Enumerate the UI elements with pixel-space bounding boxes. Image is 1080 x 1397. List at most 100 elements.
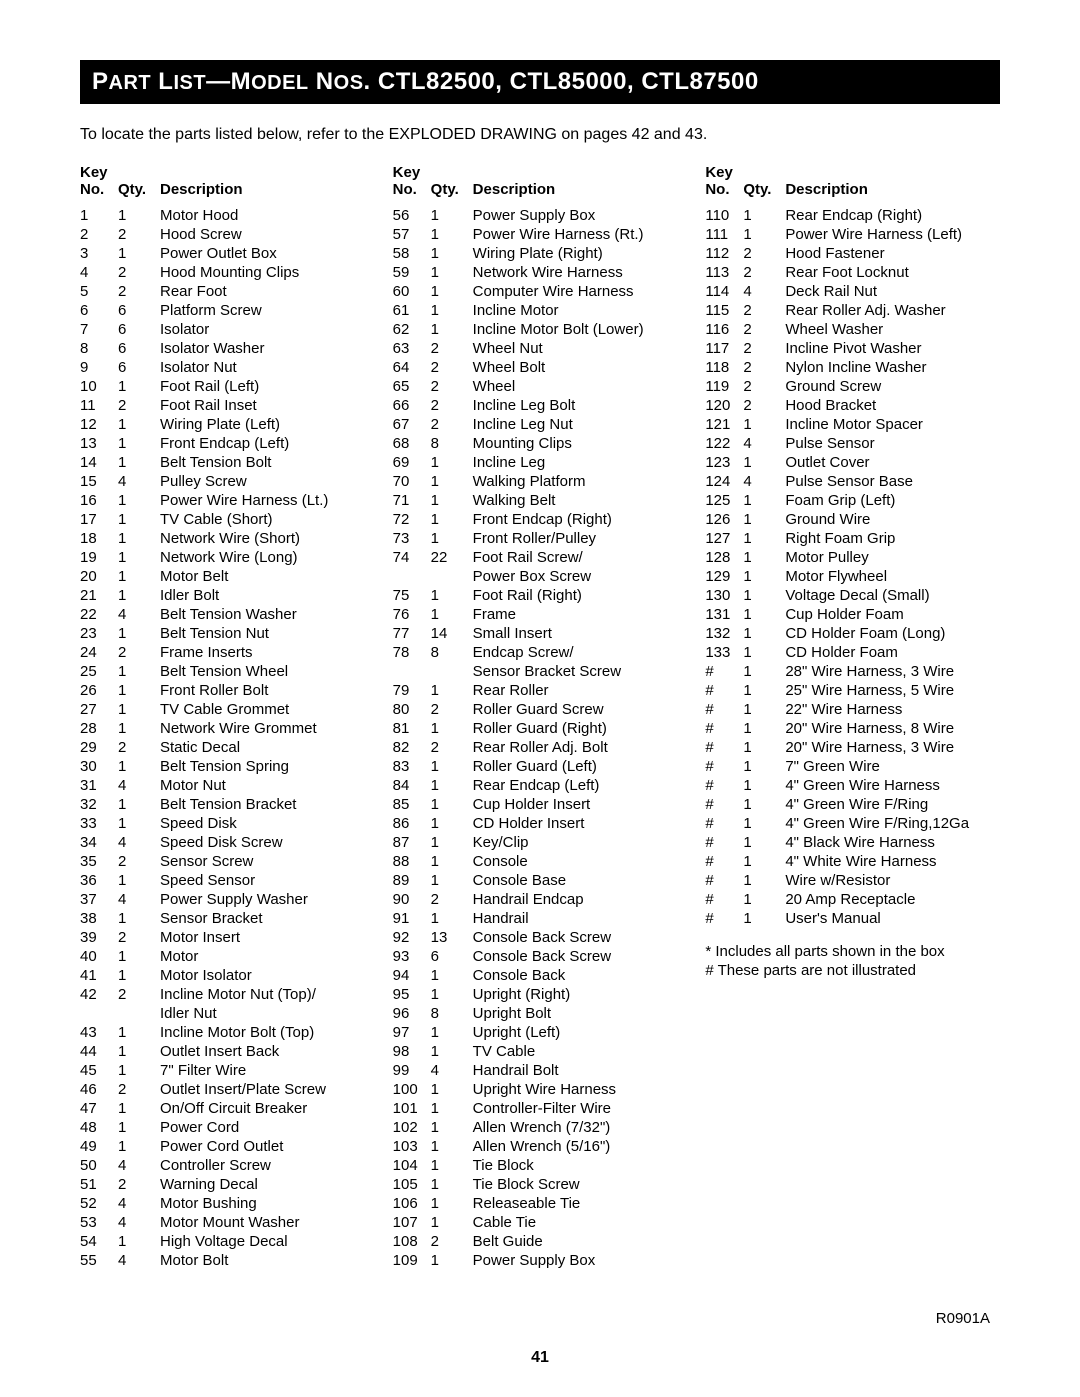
part-no: 54 <box>80 1232 118 1251</box>
part-desc: Outlet Insert Back <box>160 1042 375 1061</box>
part-no: 34 <box>80 833 118 852</box>
part-no: 130 <box>705 586 743 605</box>
part-no: 38 <box>80 909 118 928</box>
table-row: 761Frame <box>393 605 688 624</box>
part-qty: 1 <box>431 1175 473 1194</box>
part-qty: 2 <box>431 415 473 434</box>
part-no: 7 <box>80 320 118 339</box>
part-no: 58 <box>393 244 431 263</box>
table-row: 1172Incline Pivot Washer <box>705 339 1000 358</box>
part-no: 60 <box>393 282 431 301</box>
part-desc: Power Cord <box>160 1118 375 1137</box>
part-desc: Network Wire Grommet <box>160 719 375 738</box>
table-row: 1251Foam Grip (Left) <box>705 491 1000 510</box>
table-row: 941Console Back <box>393 966 688 985</box>
table-row: 301Belt Tension Spring <box>80 757 375 776</box>
header-qty: Qty. <box>743 181 771 198</box>
table-row: 1331CD Holder Foam <box>705 643 1000 662</box>
part-no: 48 <box>80 1118 118 1137</box>
part-qty: 1 <box>743 624 785 643</box>
part-no: 6 <box>80 301 118 320</box>
part-desc: Hood Screw <box>160 225 375 244</box>
table-row: 571Power Wire Harness (Rt.) <box>393 225 688 244</box>
part-no: # <box>705 719 743 738</box>
table-row: 672Incline Leg Nut <box>393 415 688 434</box>
part-qty: 1 <box>118 966 160 985</box>
part-qty: 2 <box>118 1175 160 1194</box>
part-no: # <box>705 738 743 757</box>
part-qty: 1 <box>743 890 785 909</box>
part-desc: Hood Mounting Clips <box>160 263 375 282</box>
page-container: PART LIST—MODEL NOS. CTL82500, CTL85000,… <box>0 0 1080 1397</box>
part-qty: 2 <box>118 643 160 662</box>
part-no: 97 <box>393 1023 431 1042</box>
part-qty: 6 <box>118 358 160 377</box>
table-row: 292Static Decal <box>80 738 375 757</box>
part-qty: 1 <box>743 415 785 434</box>
part-qty: 1 <box>431 909 473 928</box>
part-qty: 6 <box>431 947 473 966</box>
header-no: No. <box>705 181 743 198</box>
table-row: 811Roller Guard (Right) <box>393 719 688 738</box>
part-no: 44 <box>80 1042 118 1061</box>
part-qty: 2 <box>118 1080 160 1099</box>
table-row: 504Controller Screw <box>80 1156 375 1175</box>
part-qty: 1 <box>118 244 160 263</box>
part-no: 118 <box>705 358 743 377</box>
header-qty: Qty. <box>431 181 459 198</box>
part-desc: 7" Filter Wire <box>160 1061 375 1080</box>
table-row: 554Motor Bolt <box>80 1251 375 1270</box>
part-qty: 1 <box>118 491 160 510</box>
part-qty: 1 <box>743 510 785 529</box>
part-qty: 8 <box>431 434 473 453</box>
part-desc: 4" Green Wire F/Ring,12Ga <box>785 814 1000 833</box>
title-bar: PART LIST—MODEL NOS. CTL82500, CTL85000,… <box>80 60 1000 104</box>
part-no: 98 <box>393 1042 431 1061</box>
header-desc: Description <box>473 181 556 198</box>
table-row: 491Power Cord Outlet <box>80 1137 375 1156</box>
part-desc: Mounting Clips <box>473 434 688 453</box>
table-row: 224Belt Tension Washer <box>80 605 375 624</box>
header-qty: Qty. <box>118 181 146 198</box>
part-qty: 1 <box>431 871 473 890</box>
part-desc: Small Insert <box>473 624 688 643</box>
part-desc: Speed Sensor <box>160 871 375 890</box>
part-no: # <box>705 795 743 814</box>
part-qty: 2 <box>431 339 473 358</box>
part-qty: 4 <box>743 434 785 453</box>
part-desc: 4" Green Wire Harness <box>785 776 1000 795</box>
table-row: 1011Controller-Filter Wire <box>393 1099 688 1118</box>
table-row: 462Outlet Insert/Plate Screw <box>80 1080 375 1099</box>
part-desc: Front Endcap (Left) <box>160 434 375 453</box>
part-qty: 1 <box>118 871 160 890</box>
part-desc: Belt Tension Wheel <box>160 662 375 681</box>
part-desc: Motor Mount Washer <box>160 1213 375 1232</box>
part-no: 87 <box>393 833 431 852</box>
part-qty: 2 <box>743 377 785 396</box>
part-desc: Incline Leg Nut <box>473 415 688 434</box>
table-row: #128" Wire Harness, 3 Wire <box>705 662 1000 681</box>
part-desc: Wheel <box>473 377 688 396</box>
part-qty: 2 <box>743 263 785 282</box>
part-no: 101 <box>393 1099 431 1118</box>
part-no: 12 <box>80 415 118 434</box>
part-no: 46 <box>80 1080 118 1099</box>
part-desc: Incline Motor Bolt (Top) <box>160 1023 375 1042</box>
part-no: # <box>705 852 743 871</box>
table-row: 1021Allen Wrench (7/32") <box>393 1118 688 1137</box>
part-no: 16 <box>80 491 118 510</box>
part-qty: 1 <box>743 757 785 776</box>
part-desc: Console Back Screw <box>473 928 688 947</box>
footer-code: R0901A <box>936 1310 990 1327</box>
part-desc: Belt Tension Bracket <box>160 795 375 814</box>
part-qty: 4 <box>118 1194 160 1213</box>
part-no: 133 <box>705 643 743 662</box>
table-row: 968Upright Bolt <box>393 1004 688 1023</box>
part-qty: 2 <box>743 339 785 358</box>
part-desc: Speed Disk <box>160 814 375 833</box>
part-no: 127 <box>705 529 743 548</box>
part-desc: CD Holder Foam (Long) <box>785 624 1000 643</box>
part-qty <box>118 1004 160 1023</box>
part-no: 67 <box>393 415 431 434</box>
part-desc: Wheel Washer <box>785 320 1000 339</box>
